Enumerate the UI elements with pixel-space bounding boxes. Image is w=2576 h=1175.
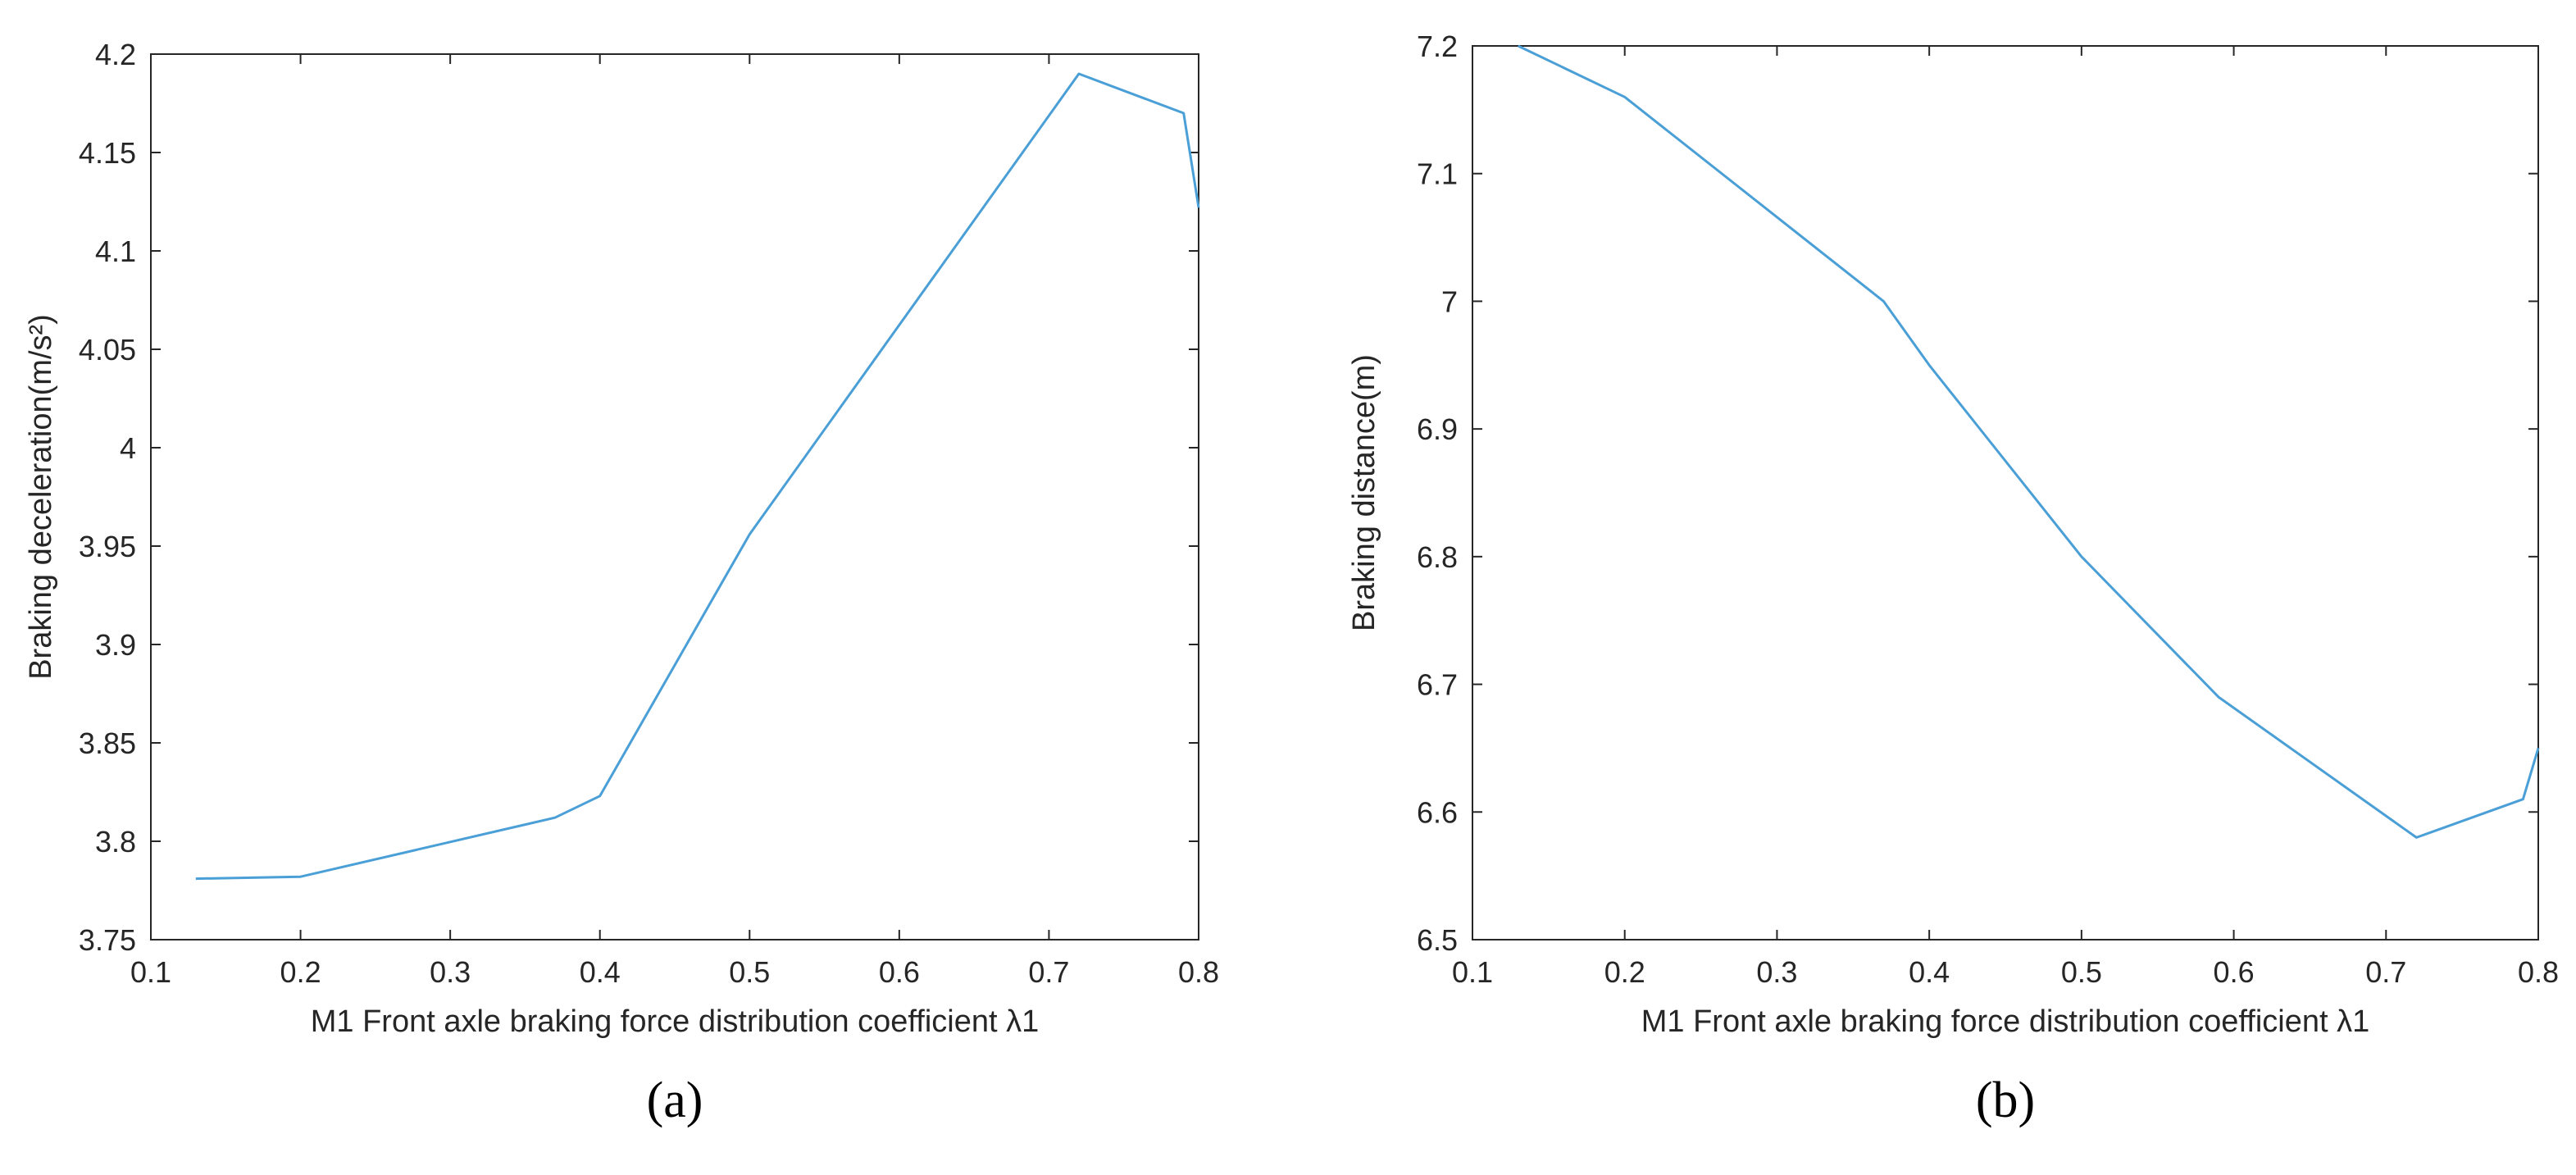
- axes-box: [150, 53, 1199, 940]
- y-tick-label: 3.95: [79, 530, 136, 563]
- x-tick-label: 0.5: [2061, 955, 2102, 989]
- y-tick-label: 6.7: [1417, 668, 1458, 702]
- x-tick-label: 0.7: [2365, 955, 2406, 989]
- x-tick-label: 0.7: [1028, 955, 1069, 989]
- y-tick-label: 3.9: [95, 628, 136, 662]
- x-tick-label: 0.6: [2214, 955, 2255, 989]
- x-tick-label: 0.3: [1756, 955, 1797, 989]
- series-line: [1518, 44, 2540, 839]
- x-tick-label: 0.8: [1178, 955, 1219, 989]
- x-axis-label: M1 Front axle braking force distribution…: [1641, 1004, 2370, 1039]
- x-axis-label: M1 Front axle braking force distribution…: [311, 1004, 1040, 1039]
- x-tick-label: 0.6: [879, 955, 920, 989]
- series-line: [195, 72, 1200, 881]
- y-tick-label: 4.15: [79, 136, 136, 170]
- panel-caption: (b): [1976, 1073, 2035, 1128]
- chart-panel-b: 0.1 0.2 0.3 0.4 0.5 0.6 0.7 0.8 6.5 6.6 6.7 6.8 6.9 7…: [1347, 30, 2559, 1128]
- x-tick-label: 0.4: [580, 955, 621, 989]
- x-tick-label: 0.5: [729, 955, 770, 989]
- y-tick-label: 4.2: [95, 38, 136, 71]
- y-tick-label: 7: [1441, 285, 1458, 318]
- y-tick-label: 3.85: [79, 726, 136, 760]
- x-tick-label: 0.2: [280, 955, 321, 989]
- axes-box: [1472, 45, 2539, 940]
- y-tick-label: 6.9: [1417, 412, 1458, 446]
- x-tick-label: 0.3: [430, 955, 471, 989]
- x-tick-label: 0.1: [130, 955, 171, 989]
- x-tick-label: 0.8: [2518, 955, 2559, 989]
- y-tick-label: 7.1: [1417, 157, 1458, 191]
- y-tick-label: 4: [120, 431, 136, 465]
- chart-panel-a: 0.1 0.2 0.3 0.4 0.5 0.6 0.7 0.8 3.75 3.8 3.85 3.9 3.…: [24, 38, 1219, 1128]
- x-tick-label: 0.1: [1452, 955, 1493, 989]
- y-tick-label: 7.2: [1417, 30, 1458, 63]
- y-axis-label: Braking deceleration(m/s²): [24, 314, 58, 680]
- y-tick-label: 3.75: [79, 923, 136, 957]
- y-tick-label: 4.05: [79, 333, 136, 367]
- panel-caption: (a): [647, 1073, 703, 1128]
- y-tick-label: 6.8: [1417, 540, 1458, 574]
- y-axis-label: Braking distance(m): [1347, 354, 1381, 631]
- y-tick-label: 3.8: [95, 825, 136, 858]
- y-tick-label: 4.1: [95, 235, 136, 268]
- x-tick-label: 0.2: [1604, 955, 1645, 989]
- y-tick-label: 6.5: [1417, 923, 1458, 957]
- y-tick-label: 6.6: [1417, 795, 1458, 829]
- x-tick-label: 0.4: [1909, 955, 1950, 989]
